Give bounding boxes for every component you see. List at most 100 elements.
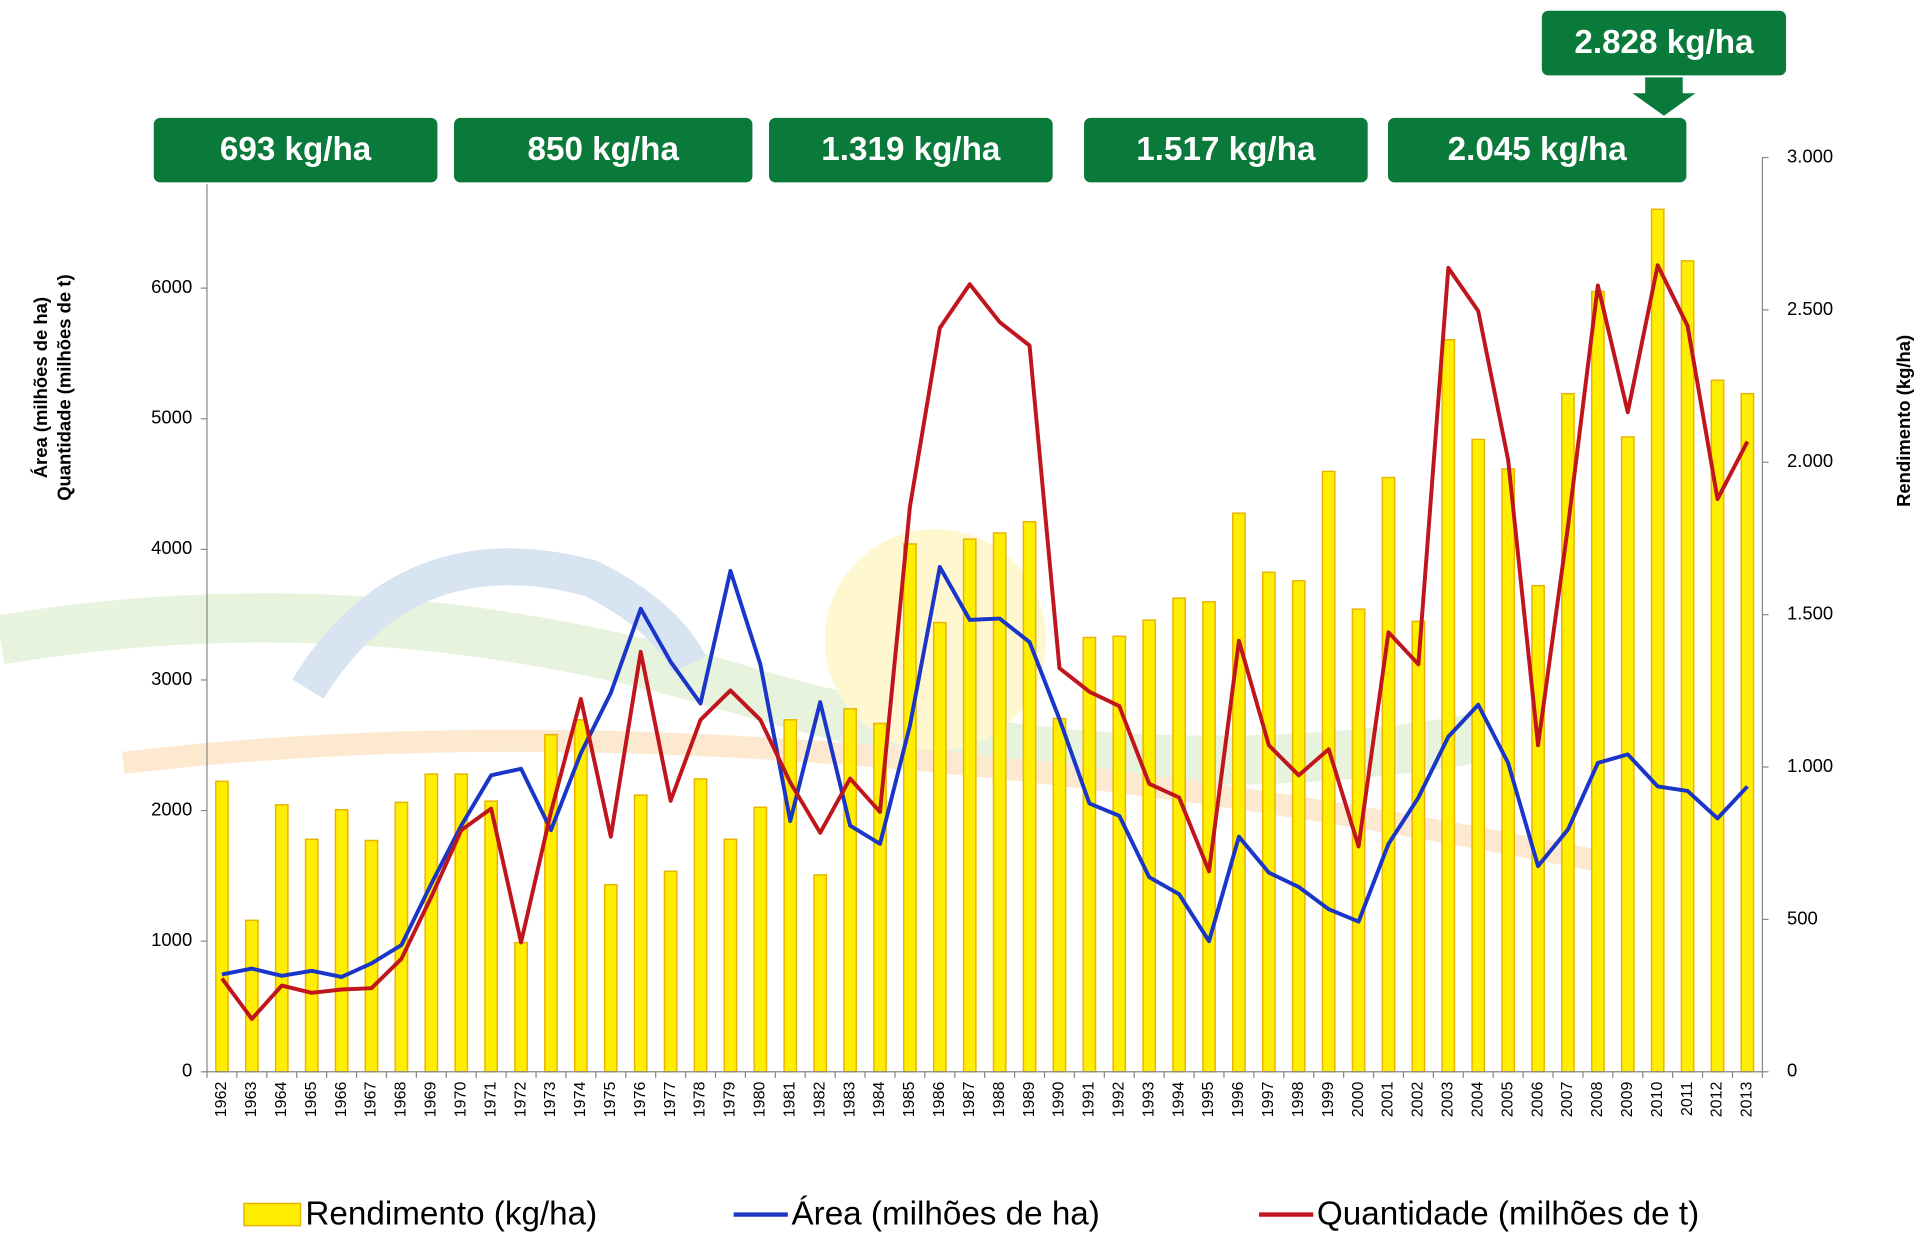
bar bbox=[693, 778, 708, 1073]
bar bbox=[663, 870, 678, 1073]
bar bbox=[843, 708, 857, 1073]
bar bbox=[932, 621, 947, 1073]
y-tick-label: 3000 bbox=[151, 668, 192, 689]
bar bbox=[1501, 468, 1516, 1073]
y2-tick-label: 1.000 bbox=[1787, 755, 1833, 776]
x-tick-label: 1983 bbox=[841, 1082, 858, 1118]
bar bbox=[1172, 597, 1187, 1073]
y-tick-label: 5000 bbox=[151, 407, 192, 428]
x-tick-label: 1980 bbox=[752, 1082, 769, 1118]
x-tick-label: 2008 bbox=[1589, 1082, 1606, 1118]
bar bbox=[603, 883, 618, 1073]
bar bbox=[1291, 580, 1306, 1073]
x-tick-label: 2004 bbox=[1469, 1082, 1486, 1118]
legend-label: Rendimento (kg/ha) bbox=[305, 1196, 597, 1233]
bar bbox=[1471, 438, 1486, 1073]
y-tick-label: 4000 bbox=[151, 537, 192, 558]
bar bbox=[244, 919, 259, 1073]
line bbox=[220, 263, 1750, 1021]
y-tick-label: 0 bbox=[182, 1060, 192, 1081]
y2-tick-label: 1.500 bbox=[1787, 603, 1833, 624]
legend-label: Área (milhões de ha) bbox=[791, 1196, 1099, 1233]
annotation-box bbox=[1082, 115, 1370, 185]
x-tick-label: 1966 bbox=[333, 1082, 350, 1118]
annotation-box bbox=[1386, 115, 1689, 185]
x-tick-label: 1998 bbox=[1290, 1082, 1307, 1118]
x-tick-label: 2010 bbox=[1649, 1082, 1666, 1118]
x-tick-label: 1996 bbox=[1230, 1082, 1247, 1118]
x-tick-label: 1978 bbox=[692, 1082, 709, 1118]
annotation-box bbox=[1539, 8, 1788, 78]
x-tick-label: 1974 bbox=[572, 1082, 589, 1118]
bar bbox=[1321, 470, 1336, 1073]
y2-axis-label: Rendimento (kg/ha) bbox=[1893, 335, 1914, 507]
legend-swatch bbox=[243, 1202, 302, 1227]
x-tick-label: 2013 bbox=[1739, 1082, 1756, 1118]
bar bbox=[215, 780, 229, 1073]
bar bbox=[1261, 571, 1276, 1073]
annotation-text: 1.517 kg/ha bbox=[1136, 131, 1316, 168]
bar bbox=[304, 838, 319, 1073]
x-tick-label: 2009 bbox=[1619, 1082, 1636, 1118]
bar bbox=[1531, 584, 1545, 1073]
annotation-text: 1.319 kg/ha bbox=[821, 131, 1001, 168]
bar bbox=[1381, 476, 1396, 1073]
x-tick-label: 1967 bbox=[363, 1082, 380, 1118]
bar bbox=[813, 874, 828, 1073]
x-tick-label: 1972 bbox=[512, 1082, 529, 1118]
bar bbox=[514, 941, 528, 1073]
x-tick-label: 2005 bbox=[1499, 1082, 1516, 1118]
x-tick-label: 1997 bbox=[1260, 1082, 1277, 1118]
x-tick-label: 1988 bbox=[991, 1082, 1008, 1118]
bar bbox=[1680, 260, 1695, 1073]
x-tick-label: 2012 bbox=[1709, 1082, 1726, 1118]
x-tick-label: 1976 bbox=[632, 1082, 649, 1118]
annotation-text: 2.045 kg/ha bbox=[1448, 131, 1628, 168]
annotation-arrow bbox=[1626, 75, 1702, 119]
bar bbox=[364, 839, 379, 1073]
x-tick-label: 1971 bbox=[482, 1082, 499, 1118]
y-tick-label: 2000 bbox=[151, 798, 192, 819]
bar bbox=[544, 733, 558, 1073]
annotation-box bbox=[151, 115, 440, 185]
bar bbox=[1142, 619, 1157, 1073]
bar bbox=[903, 543, 917, 1073]
x-tick-label: 1975 bbox=[602, 1082, 619, 1118]
bar bbox=[484, 800, 499, 1073]
x-tick-label: 1963 bbox=[243, 1082, 260, 1118]
x-tick-label: 1964 bbox=[273, 1082, 290, 1118]
annotation-box bbox=[767, 115, 1055, 185]
bar bbox=[753, 806, 768, 1073]
x-tick-label: 1965 bbox=[303, 1082, 320, 1118]
x-tick-label: 2002 bbox=[1410, 1082, 1427, 1118]
x-tick-label: 1992 bbox=[1111, 1082, 1128, 1118]
y-axis-label: Quantidade (milhões de t) bbox=[53, 274, 74, 500]
x-tick-label: 1982 bbox=[811, 1082, 828, 1118]
x-tick-label: 1989 bbox=[1021, 1082, 1038, 1118]
x-tick-label: 1986 bbox=[931, 1082, 948, 1118]
bar bbox=[1441, 339, 1456, 1073]
bar bbox=[334, 808, 349, 1073]
x-tick-label: 2011 bbox=[1679, 1082, 1696, 1116]
x-tick-label: 1993 bbox=[1140, 1082, 1157, 1118]
x-tick-label: 2007 bbox=[1559, 1082, 1576, 1118]
x-tick-label: 1984 bbox=[871, 1082, 888, 1118]
x-tick-label: 1990 bbox=[1051, 1082, 1068, 1118]
bar bbox=[1082, 636, 1097, 1073]
y2-tick-label: 0 bbox=[1787, 1060, 1797, 1081]
x-tick-label: 1977 bbox=[662, 1082, 679, 1118]
x-tick-label: 2006 bbox=[1529, 1082, 1546, 1118]
y-tick-label: 6000 bbox=[151, 276, 192, 297]
x-tick-label: 2001 bbox=[1380, 1082, 1397, 1118]
bar bbox=[1112, 635, 1127, 1073]
bar bbox=[573, 719, 588, 1073]
x-tick-label: 1999 bbox=[1320, 1082, 1337, 1118]
x-tick-label: 1981 bbox=[781, 1082, 798, 1118]
bar bbox=[1740, 392, 1755, 1073]
legend-label: Quantidade (milhões de t) bbox=[1317, 1196, 1699, 1233]
x-tick-label: 2000 bbox=[1350, 1082, 1367, 1118]
x-tick-label: 1994 bbox=[1170, 1082, 1187, 1118]
bar bbox=[274, 804, 289, 1073]
bar bbox=[1052, 717, 1067, 1073]
